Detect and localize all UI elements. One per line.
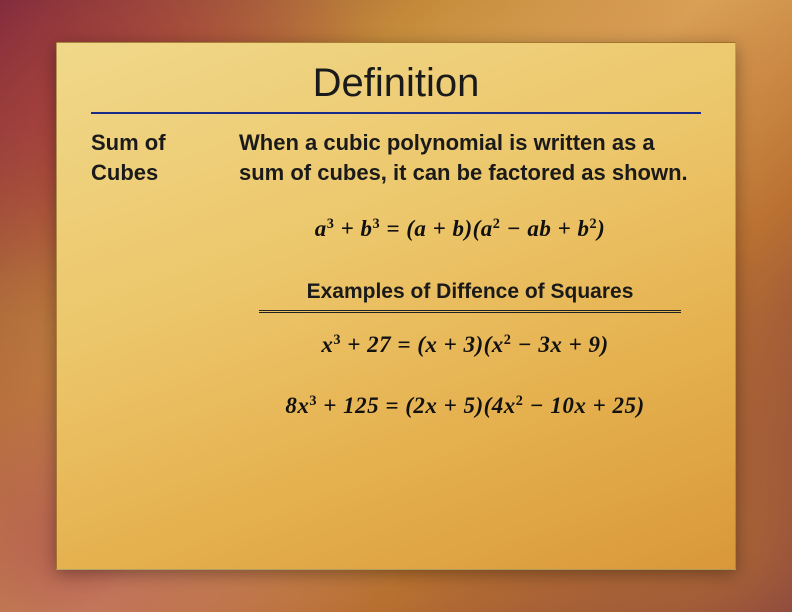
definition-card: Definition Sum of Cubes When a cubic pol…	[56, 42, 736, 570]
definition-block: When a cubic polynomial is written as a …	[239, 128, 701, 421]
examples-header: Examples of Diffence of Squares	[259, 278, 681, 312]
example-1: x3 + 27 = (x + 3)(x2 − 3x + 9)	[229, 329, 701, 360]
example-2: 8x3 + 125 = (2x + 5)(4x2 − 10x + 25)	[229, 390, 701, 421]
card-title: Definition	[91, 61, 701, 106]
definition-text: When a cubic polynomial is written as a …	[239, 128, 701, 187]
main-formula: a3 + b3 = (a + b)(a2 − ab + b2)	[219, 213, 701, 244]
title-rule	[91, 112, 701, 114]
term-label: Sum of Cubes	[91, 128, 221, 421]
content-columns: Sum of Cubes When a cubic polynomial is …	[91, 128, 701, 421]
